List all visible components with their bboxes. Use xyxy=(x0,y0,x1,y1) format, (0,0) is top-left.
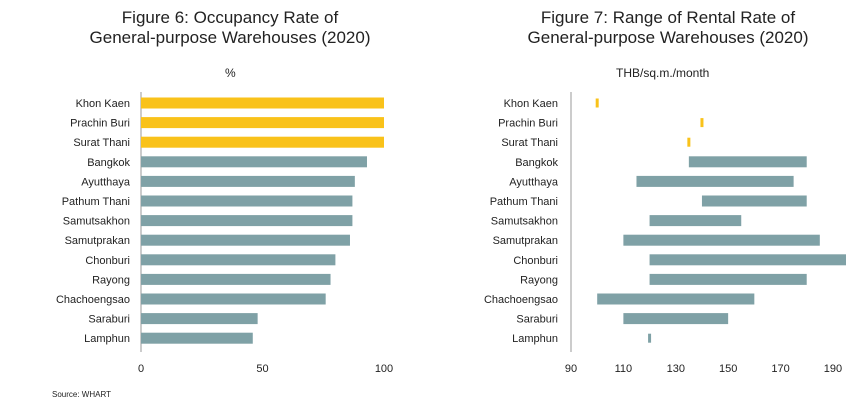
figure7-unit: THB/sq.m./month xyxy=(616,66,710,80)
range-bar xyxy=(597,293,755,305)
bar xyxy=(141,254,336,266)
bar xyxy=(141,195,353,207)
category-label: Samutprakan xyxy=(493,235,558,247)
source-note: Source: WHART xyxy=(52,390,111,399)
range-bar xyxy=(649,215,742,227)
bar xyxy=(141,293,326,305)
x-tick-label: 90 xyxy=(565,363,577,375)
bar xyxy=(141,332,253,344)
x-tick-label: 0 xyxy=(138,363,144,375)
category-label: Prachin Buri xyxy=(498,118,558,130)
range-bar xyxy=(623,313,729,325)
figure6-title: Figure 6: Occupancy Rate of General-purp… xyxy=(40,8,420,48)
range-bar xyxy=(700,118,704,128)
bar xyxy=(141,313,258,325)
category-label: Lamphun xyxy=(84,333,130,345)
category-label: Chachoengsao xyxy=(484,294,558,306)
category-label: Khon Kaen xyxy=(504,98,558,110)
category-label: Bangkok xyxy=(87,157,130,169)
category-label: Rayong xyxy=(92,274,130,286)
category-label: Bangkok xyxy=(515,157,558,169)
range-bar xyxy=(701,195,807,207)
range-bar xyxy=(649,254,846,266)
category-label: Saraburi xyxy=(516,314,558,326)
x-tick-label: 130 xyxy=(667,363,685,375)
figure7-title-line2: General-purpose Warehouses (2020) xyxy=(527,28,809,47)
x-tick-label: 190 xyxy=(824,363,842,375)
category-label: Samutsakhon xyxy=(491,216,558,228)
figure6-title-line2: General-purpose Warehouses (2020) xyxy=(89,28,371,47)
bar xyxy=(141,97,384,109)
range-bar xyxy=(648,333,652,343)
figure6-unit: % xyxy=(225,66,236,80)
bar xyxy=(141,136,384,148)
category-label: Ayutthaya xyxy=(509,176,559,188)
range-bar xyxy=(687,137,691,147)
category-label: Surat Thani xyxy=(73,137,130,149)
x-tick-label: 170 xyxy=(771,363,789,375)
category-label: Samutprakan xyxy=(65,235,130,247)
category-label: Lamphun xyxy=(512,333,558,345)
bar xyxy=(141,156,367,168)
category-label: Samutsakhon xyxy=(63,216,130,228)
category-label: Ayutthaya xyxy=(81,176,131,188)
x-tick-label: 100 xyxy=(375,363,393,375)
occupancy-rate-chart: Khon Kaen Prachin Buri Surat Thani Bangkok A… xyxy=(56,92,393,375)
range-bar xyxy=(649,273,807,285)
range-bar xyxy=(595,98,599,108)
figure7-title: Figure 7: Range of Rental Rate of Genera… xyxy=(478,8,858,48)
rental-rate-range-chart: Khon Kaen Prachin Buri Surat Thani Bangkok A… xyxy=(484,92,846,375)
category-label: Rayong xyxy=(520,274,558,286)
x-tick-label: 50 xyxy=(256,363,268,375)
category-label: Saraburi xyxy=(88,314,130,326)
category-label: Pathum Thani xyxy=(490,196,558,208)
x-tick-label: 150 xyxy=(719,363,737,375)
figure6-title-line1: Figure 6: Occupancy Rate of xyxy=(121,8,339,27)
x-tick-label: 110 xyxy=(615,363,633,375)
category-label: Surat Thani xyxy=(501,137,558,149)
category-label: Chachoengsao xyxy=(56,294,130,306)
range-bar xyxy=(688,156,807,168)
range-bar xyxy=(636,175,794,187)
category-label: Khon Kaen xyxy=(76,98,130,110)
bar xyxy=(141,234,350,246)
category-label: Pathum Thani xyxy=(62,196,130,208)
bar xyxy=(141,273,331,285)
category-label: Chonburi xyxy=(85,255,130,267)
figure7-title-line1: Figure 7: Range of Rental Rate of xyxy=(540,8,796,27)
bar xyxy=(141,117,384,129)
category-label: Chonburi xyxy=(513,255,558,267)
bar xyxy=(141,175,355,187)
category-label: Prachin Buri xyxy=(70,118,130,130)
range-bar xyxy=(623,234,820,246)
bar xyxy=(141,215,353,227)
